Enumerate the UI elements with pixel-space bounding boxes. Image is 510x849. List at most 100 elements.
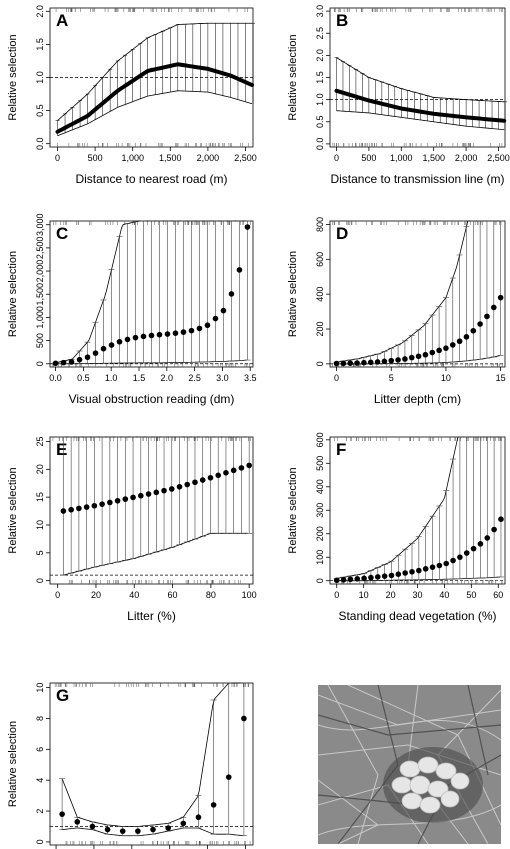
panel-e-xtick-label: 0 [55,590,60,600]
panel-f-ylabel: Relative selection [287,467,299,553]
panel-f-data-point [463,550,470,556]
panel-f-frame [329,436,506,585]
panel-c-ytick-label: 500 [35,333,45,348]
panel-e-letter: E [56,440,67,459]
panel-e-data-point [76,505,82,512]
panel-c-data-point [68,359,75,365]
panel-e-data-point [60,508,67,514]
panel-d-data-point [402,356,408,362]
panel-c-ytick-label: 2,000 [35,260,45,283]
panel-c-ytick-label: 3,000 [35,213,45,236]
panel-c-data-point [124,336,131,343]
panel-b-ytick-label: 0.5 [315,116,325,129]
panel-f-data-point [381,573,388,579]
panel-c-data-point [52,360,59,367]
panel-f-xtick-label: 40 [439,590,449,600]
panel-c-data-point [196,325,203,332]
panel-d-data-point [347,360,354,366]
panel-b-ytick-label: 2.5 [315,27,325,40]
panel-a-ytick-label: 0.5 [35,104,45,117]
panel-e-xlabel: Litter (%) [127,609,176,623]
panel-g-ytick-label: 0 [35,839,45,844]
panel-f-xtick-label: 20 [386,590,396,600]
panel-c-data-point [156,331,163,338]
panel-g-data-point [225,774,232,780]
panel-d-data-point [361,359,367,366]
panel-d-ytick-label: 400 [315,287,325,302]
panel-e-data-point [176,483,183,490]
panel-b-ytick-label: 3.0 [315,5,325,18]
panel-b-lower-bound [336,110,505,131]
panel-b-xtick-label: 2,500 [487,153,510,163]
panel-b-fitted-line [334,88,507,123]
panel-f-data-point [429,564,436,570]
panel-a-fitted-line [55,62,255,134]
panel-d-data-point [477,321,483,327]
panel-d-data-point [374,359,381,365]
panel-c-data-point [212,315,219,322]
panel-c-xtick-label: 3.5 [244,373,257,383]
panel-g-ytick-label: 6 [35,747,45,752]
panel-a-xlabel: Distance to nearest road (m) [75,172,227,186]
panel-f-xtick-label: 0 [334,590,339,600]
panel-b-upper-bound [336,57,505,103]
panel-e-ytick-label: 10 [35,520,45,530]
panel-d-letter: D [336,224,348,243]
panel-d-data-point [408,354,415,361]
panel-f-xtick-label: 60 [493,590,503,600]
panel-c-data-point [92,350,99,356]
panel-f-data-point [416,567,422,574]
panel-e-data-point [184,481,191,488]
panel-f-data-point [422,566,429,572]
panel-e-data-point [192,479,198,486]
panel-d-data-point [456,338,463,345]
panel-e-data-point [130,494,136,501]
panel-d-ytick-label: 800 [315,217,325,232]
panel-d-data-point [340,360,347,367]
panel-b-xtick-label: 2,000 [455,153,478,163]
panel-f-data-point [498,516,504,522]
panel-c-data-point [204,322,211,329]
panel-g-data-point [180,820,187,827]
panel-d-data-point [484,313,490,320]
panel-b-letter: B [336,11,348,30]
panel-c-data-point [60,359,67,366]
panel-f-data-point [402,570,408,576]
panel-d-xtick-label: 5 [389,373,394,383]
panel-c-ytick-label: 0 [35,361,45,366]
panel-c-ytick-label: 1,500 [35,283,45,306]
panel-d-data-point [422,351,429,358]
panel-a-ytick-label: 0.0 [35,137,45,150]
panel-f-xtick-label: 10 [359,590,369,600]
panel-d-xtick-label: 15 [496,373,506,383]
panel-d-xtick-label: 10 [441,373,451,383]
panel-e-data-point [68,506,74,513]
panel-e-ytick-label: 20 [35,464,45,474]
panel-f-data-point [395,571,402,577]
panel-f-data-point [450,557,456,564]
panel-a-ytick-label: 1.0 [35,71,45,84]
panel-a-ytick-label: 1.5 [35,38,45,51]
panel-g-data-point [241,715,247,722]
panel-e-ytick-label: 0 [35,578,45,583]
panel-g-data-point [89,823,96,830]
panel-a-xtick-label: 1,500 [159,153,182,163]
panel-f-data-point [354,576,361,582]
panel-f-data-point [409,569,415,575]
panel-d-ytick-label: 0 [315,361,325,366]
panel-d-data-point [463,334,470,340]
panel-e-data-point [83,504,90,510]
panel-b-ytick-label: 1.5 [315,71,325,84]
panel-c-data-point [244,224,251,230]
panel-d-data-point [443,345,449,351]
panel-g-data-point [165,825,171,831]
panel-f-data-point [374,574,381,580]
panel-g-frame [49,682,254,846]
panel-a-ylabel: Relative selection [7,34,19,120]
panel-g-letter: G [56,686,69,705]
panel-d-xtick-label: 0 [334,373,339,383]
panel-b-ytick-label: 2.0 [315,49,325,62]
panel-c-xtick-label: 2.5 [188,373,201,383]
panel-d-ylabel: Relative selection [287,251,299,337]
panel-b-frame [329,7,506,148]
